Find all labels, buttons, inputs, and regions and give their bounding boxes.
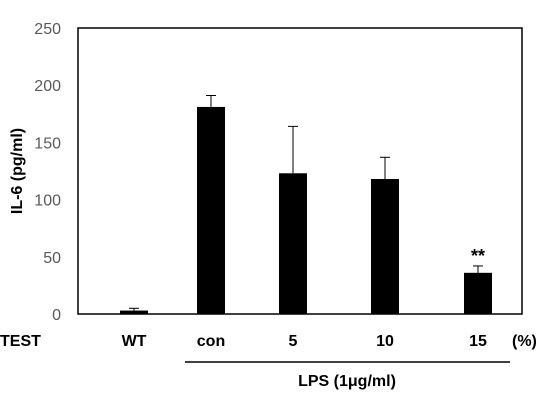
bar [197, 106, 225, 314]
x-axis-ticks: WT con 5 10 15 [122, 333, 487, 350]
bar [279, 173, 307, 314]
lps-group-label: LPS (1μg/ml) [298, 373, 396, 390]
y-axis-label: IL-6 (pg/ml) [9, 128, 26, 214]
bar [464, 272, 492, 314]
x-tick-label: WT [122, 333, 147, 350]
y-tick-label: 150 [34, 135, 61, 152]
y-tick-label: 200 [34, 78, 61, 95]
x-tick-label: con [197, 333, 225, 350]
x-tick-label: 5 [289, 333, 298, 350]
x-tick-label: 15 [469, 333, 487, 350]
y-axis-ticks: 0 50 100 150 200 250 [34, 21, 61, 324]
bar [371, 179, 399, 314]
x-axis-left-label: TEST [0, 333, 41, 350]
y-tick-label: 50 [43, 250, 61, 267]
y-tick-label: 250 [34, 21, 61, 38]
y-tick-label: 100 [34, 193, 61, 210]
significance-label: ** [471, 246, 485, 266]
y-tick-label: 0 [52, 307, 61, 324]
x-tick-label: 10 [376, 333, 394, 350]
x-axis-unit-label: (%) [512, 333, 537, 350]
bar [120, 310, 148, 314]
bars: ** [120, 94, 492, 314]
